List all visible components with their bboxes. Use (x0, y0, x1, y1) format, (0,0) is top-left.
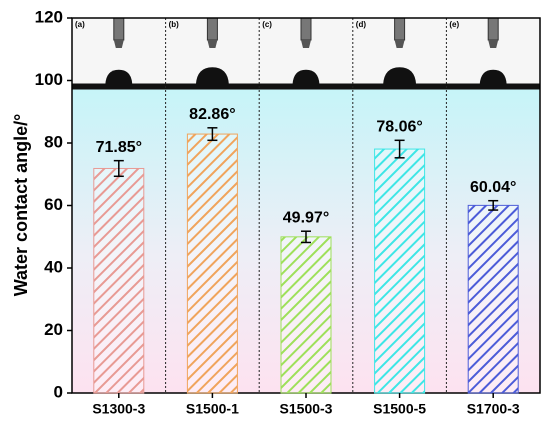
needle (206, 17, 218, 41)
x-tick-label: S1500-3 (280, 401, 333, 417)
error-bar (113, 159, 124, 178)
x-tick-label: S1700-3 (467, 401, 520, 417)
y-tick-label: 80 (44, 132, 63, 151)
y-tick-label: 40 (44, 257, 63, 276)
value-label: 49.97° (283, 209, 329, 226)
y-tick-label: 20 (44, 320, 63, 339)
error-bar (394, 139, 405, 159)
value-label: 78.06° (376, 119, 422, 136)
bar (186, 133, 238, 394)
needle-tip (394, 40, 405, 48)
x-tick-label: S1500-5 (373, 401, 426, 417)
needle (487, 17, 499, 41)
y-axis-title: Water contact angle/° (11, 114, 31, 297)
droplet (195, 67, 229, 85)
panel-label: (d) (356, 20, 367, 29)
panel-label: (b) (169, 20, 180, 29)
error-bar (207, 127, 218, 142)
error-bar (301, 230, 311, 244)
x-tick-label: S1300-3 (92, 401, 145, 417)
panel-label: (c) (262, 20, 272, 29)
value-label: 82.86° (189, 106, 235, 123)
droplet (292, 69, 320, 85)
droplet (105, 69, 133, 85)
y-tick-label: 0 (54, 382, 63, 401)
y-tick-label: 120 (35, 7, 63, 26)
needle-tip (113, 40, 124, 48)
y-tick-label: 100 (35, 70, 63, 89)
y-tick-label: 60 (44, 195, 63, 214)
bar (467, 204, 519, 394)
needle-tip (488, 40, 499, 48)
needle-tip (207, 40, 218, 48)
bar (374, 148, 426, 394)
needle (113, 17, 125, 41)
x-tick-label: S1500-1 (186, 401, 239, 417)
needle (300, 17, 312, 41)
needle (394, 17, 406, 41)
bar (93, 167, 145, 394)
value-label: 60.04° (470, 179, 516, 196)
bar (280, 236, 332, 394)
value-label: 71.85° (96, 139, 142, 156)
droplet (383, 67, 417, 85)
panel-label: (e) (449, 20, 459, 29)
needle-tip (301, 40, 311, 48)
panel-label: (a) (75, 20, 85, 29)
error-bar (488, 199, 499, 211)
droplet (479, 69, 507, 85)
substrate (72, 83, 540, 90)
